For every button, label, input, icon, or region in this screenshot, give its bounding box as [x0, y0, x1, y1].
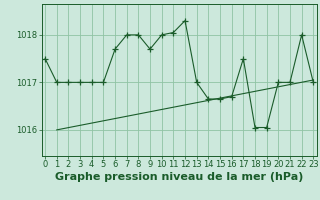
X-axis label: Graphe pression niveau de la mer (hPa): Graphe pression niveau de la mer (hPa): [55, 172, 303, 182]
